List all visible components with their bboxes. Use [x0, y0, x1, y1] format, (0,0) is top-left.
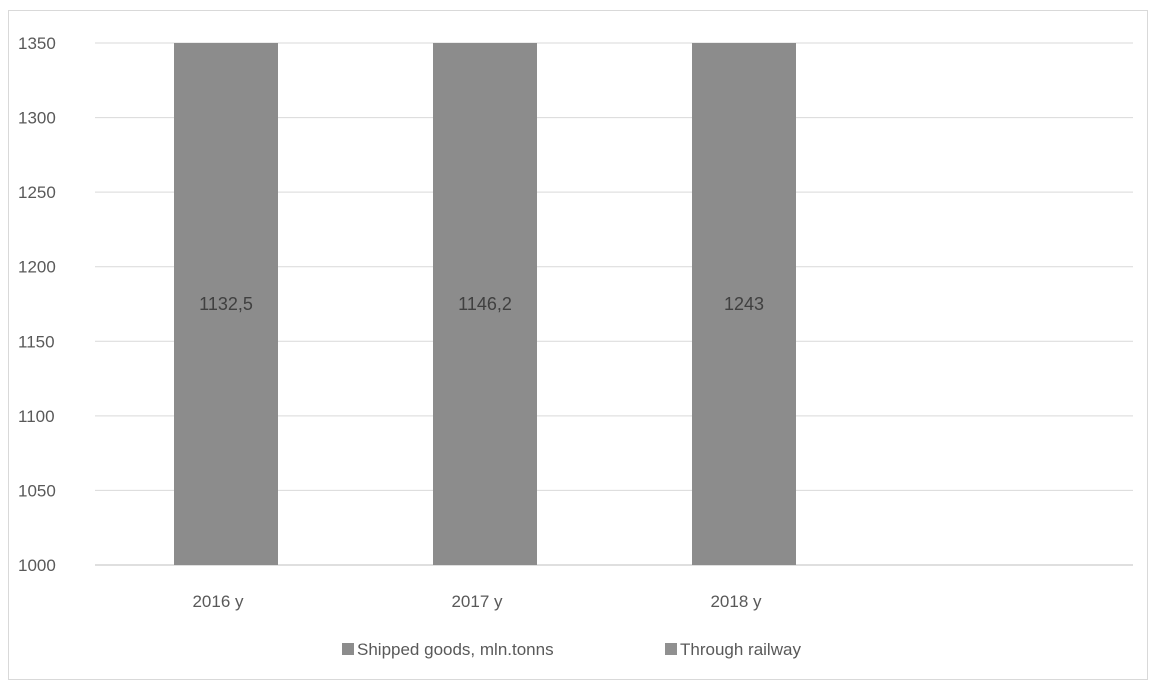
y-tick-label: 1200 — [18, 258, 56, 277]
legend-label: Shipped goods, mln.tonns — [357, 640, 554, 659]
y-tick-label: 1050 — [18, 481, 56, 500]
bar-segment — [174, 43, 278, 565]
legend-label: Through railway — [680, 640, 801, 659]
bars: 1132,567,61146,267,9124368,4 — [174, 43, 796, 565]
x-tick-label: 2018 y — [710, 592, 762, 611]
legend-swatch — [342, 643, 354, 655]
legend-swatch — [665, 643, 677, 655]
y-tick-label: 1100 — [18, 407, 55, 426]
data-label: 1243 — [724, 294, 764, 314]
data-label: 1146,2 — [458, 294, 512, 314]
y-tick-label: 1350 — [18, 34, 56, 53]
x-tick-label: 2017 y — [451, 592, 503, 611]
legend: Shipped goods, mln.tonns Through railway — [342, 640, 801, 659]
y-tick-label: 1150 — [18, 332, 55, 351]
y-tick-label: 1250 — [18, 183, 56, 202]
bar-segment — [692, 43, 796, 565]
x-tick-label: 2016 y — [192, 592, 244, 611]
y-tick-label: 1300 — [18, 109, 56, 128]
data-label: 1132,5 — [199, 294, 253, 314]
x-axis-ticks: 2016 y 2017 y 2018 y — [192, 592, 762, 611]
y-tick-label: 1000 — [18, 556, 56, 575]
y-axis-ticks: 1000 1050 1100 1150 1200 1250 1300 1350 — [18, 34, 56, 575]
bar-segment — [433, 43, 537, 565]
